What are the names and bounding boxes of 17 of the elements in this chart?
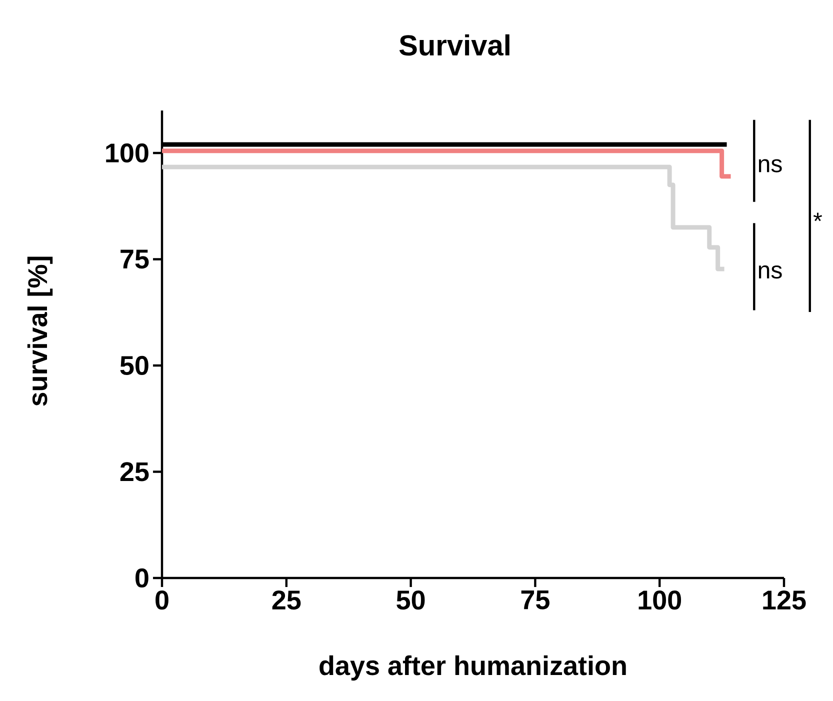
x-tick-label: 75 — [521, 590, 550, 610]
y-axis-title: survival [%] — [27, 256, 53, 406]
y-tick-label: 75 — [120, 250, 149, 269]
y-tick-label: 100 — [106, 143, 148, 163]
x-axis-title: days after humanization — [320, 655, 626, 681]
x-tick-label: 100 — [638, 590, 682, 610]
x-tick-label: 0 — [156, 590, 168, 610]
x-tick-label: 25 — [272, 590, 301, 610]
x-tick-label: 125 — [763, 590, 806, 610]
x-tick-label: 50 — [396, 590, 425, 610]
annotation: ns — [758, 265, 782, 279]
y-tick-label: 25 — [120, 462, 149, 482]
chart-title: Survival — [399, 34, 510, 56]
y-tick-label: 50 — [120, 356, 148, 376]
y-tick-label: 0 — [136, 568, 148, 588]
annotation: ns — [758, 159, 782, 172]
text: * — [813, 212, 822, 222]
